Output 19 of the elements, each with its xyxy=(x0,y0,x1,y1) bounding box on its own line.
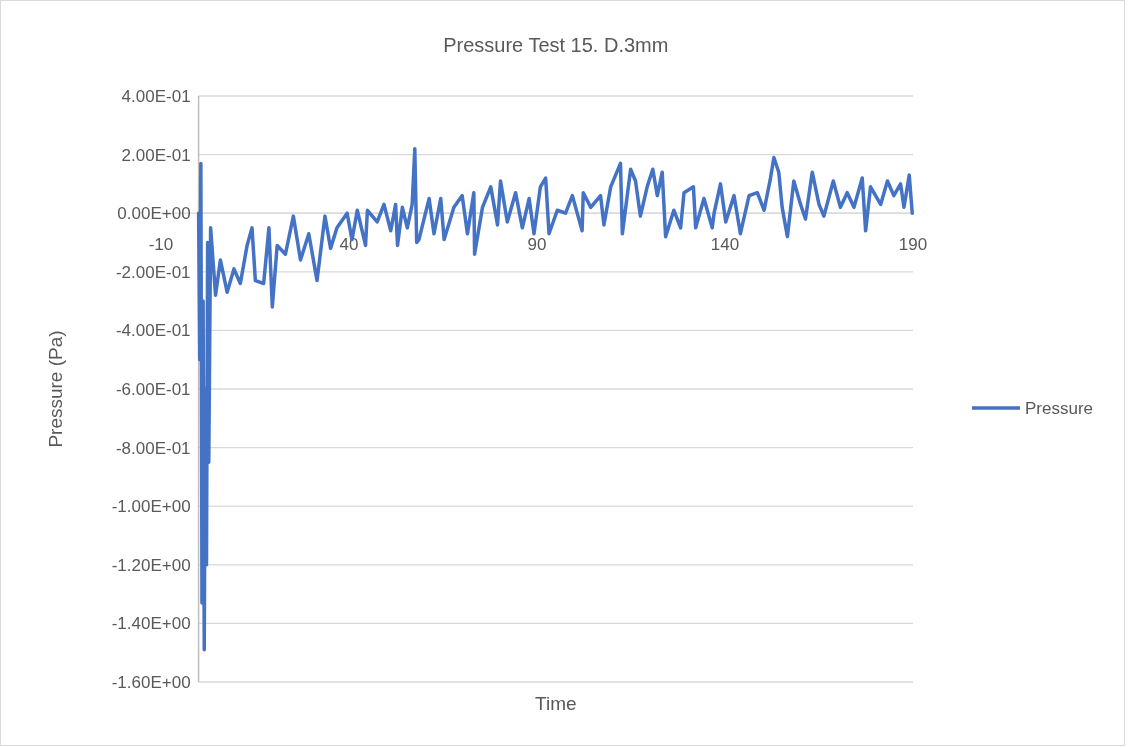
y-tick-label: -1.20E+00 xyxy=(111,555,191,575)
x-tick-label: -10 xyxy=(148,235,174,255)
chart-title: Pressure Test 15. D.3mm xyxy=(443,34,669,56)
x-tick-label: 190 xyxy=(898,235,928,255)
y-tick-label: -1.40E+00 xyxy=(111,614,191,634)
y-tick-label: -2.00E-01 xyxy=(115,262,191,282)
legend-label: Pressure xyxy=(1025,398,1094,418)
x-tick-label: 140 xyxy=(710,235,740,255)
x-tick-label: 90 xyxy=(527,235,547,255)
y-tick-label: -1.00E+00 xyxy=(111,497,191,517)
x-axis-title: Time xyxy=(535,693,577,714)
y-tick-label: -4.00E-01 xyxy=(115,321,191,341)
y-tick-label: 4.00E-01 xyxy=(121,86,191,106)
y-tick-label: 2.00E-01 xyxy=(121,145,191,165)
y-tick-label: -6.00E-01 xyxy=(115,379,191,399)
y-tick-label: 0.00E+00 xyxy=(117,204,191,224)
y-axis-title: Pressure (Pa) xyxy=(45,330,66,448)
y-tick-label: -8.00E-01 xyxy=(115,438,191,458)
y-tick-label: -1.60E+00 xyxy=(111,672,191,692)
